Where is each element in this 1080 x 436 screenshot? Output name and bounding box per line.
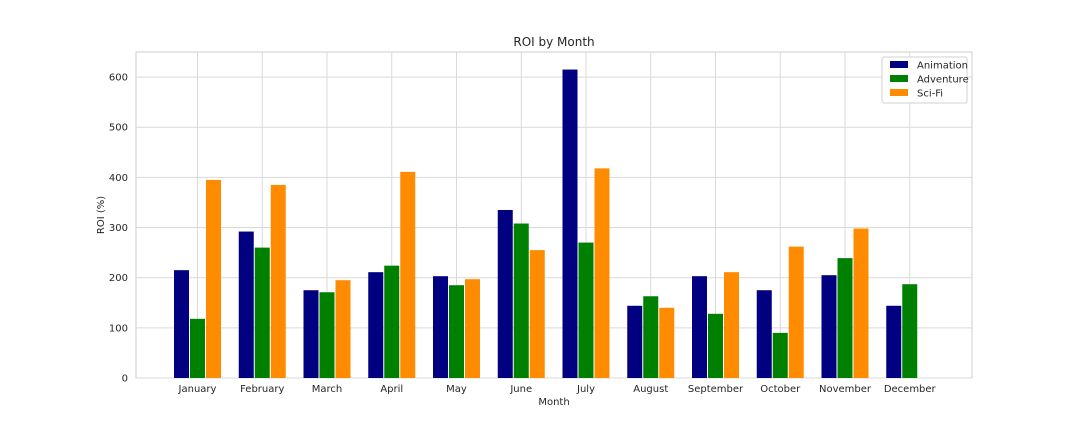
bar-animation-may <box>433 276 448 378</box>
y-tick-labels: 0 100 200 300 400 500 600 <box>109 73 128 385</box>
bar-adventure-july <box>578 242 594 378</box>
bar-animation-march <box>303 290 319 378</box>
x-tick-label: January <box>178 384 217 395</box>
x-tick-label: February <box>240 384 284 395</box>
bar-animation-july <box>562 69 578 379</box>
bar-animation-november <box>821 275 837 378</box>
y-tick-label: 500 <box>109 123 128 134</box>
legend-label: Sci-Fi <box>917 89 943 100</box>
x-tick-label: December <box>884 384 937 395</box>
bar-adventure-april <box>384 265 400 378</box>
bar-sci-fi-october <box>788 246 804 378</box>
bar-sci-fi-january <box>206 179 221 378</box>
bar-sci-fi-april <box>400 171 416 378</box>
bar-animation-december <box>886 305 902 378</box>
y-tick-label: 100 <box>109 323 128 334</box>
chart-title: ROI by Month <box>513 35 594 49</box>
x-tick-label: October <box>760 384 801 395</box>
y-tick-label: 0 <box>122 374 128 385</box>
bar-sci-fi-march <box>335 280 351 378</box>
bar-animation-september <box>692 276 707 378</box>
legend-swatch <box>890 75 908 82</box>
bar-animation-april <box>368 272 384 378</box>
x-tick-label: March <box>312 384 342 395</box>
bar-animation-june <box>497 209 513 378</box>
bar-adventure-february <box>254 247 270 378</box>
bar-animation-january <box>174 270 189 378</box>
bar-adventure-september <box>708 313 723 378</box>
bar-adventure-january <box>190 318 205 378</box>
bar-animation-october <box>756 290 772 378</box>
bar-sci-fi-september <box>724 272 739 378</box>
bar-adventure-august <box>643 296 659 378</box>
x-tick-label: June <box>509 384 532 395</box>
legend-swatch <box>890 61 908 68</box>
bar-adventure-december <box>902 284 918 378</box>
legend-label: Adventure <box>917 75 969 86</box>
bar-adventure-may <box>449 285 464 378</box>
y-tick-label: 200 <box>109 273 128 284</box>
x-tick-label: July <box>576 384 595 395</box>
legend-swatch <box>890 89 908 96</box>
y-tick-label: 400 <box>109 173 128 184</box>
x-tick-label: November <box>819 384 872 395</box>
bar-adventure-june <box>513 223 529 378</box>
bar-animation-february <box>238 231 254 378</box>
legend-label: Animation <box>917 61 968 72</box>
bar-sci-fi-july <box>594 168 610 378</box>
bar-sci-fi-may <box>465 279 480 378</box>
bars-group <box>174 69 918 379</box>
x-tick-labels: January February March April May June July Augu… <box>178 384 937 395</box>
legend: Animation Adventure Sci-Fi <box>881 56 969 104</box>
bar-sci-fi-june <box>529 250 545 378</box>
bar-adventure-october <box>772 332 788 378</box>
x-tick-label: September <box>688 384 744 395</box>
bar-animation-august <box>627 305 643 378</box>
bar-sci-fi-november <box>853 228 869 378</box>
bar-adventure-november <box>837 258 853 378</box>
y-axis-label: ROI (%) <box>96 196 107 234</box>
bar-sci-fi-february <box>270 184 286 378</box>
x-axis-label: Month <box>538 397 569 408</box>
x-tick-label: May <box>446 384 467 395</box>
x-tick-label: April <box>380 384 403 395</box>
y-tick-label: 300 <box>109 223 128 234</box>
bar-adventure-march <box>319 292 335 378</box>
y-tick-label: 600 <box>109 73 128 84</box>
bar-sci-fi-august <box>659 307 675 378</box>
x-tick-label: August <box>633 384 668 395</box>
